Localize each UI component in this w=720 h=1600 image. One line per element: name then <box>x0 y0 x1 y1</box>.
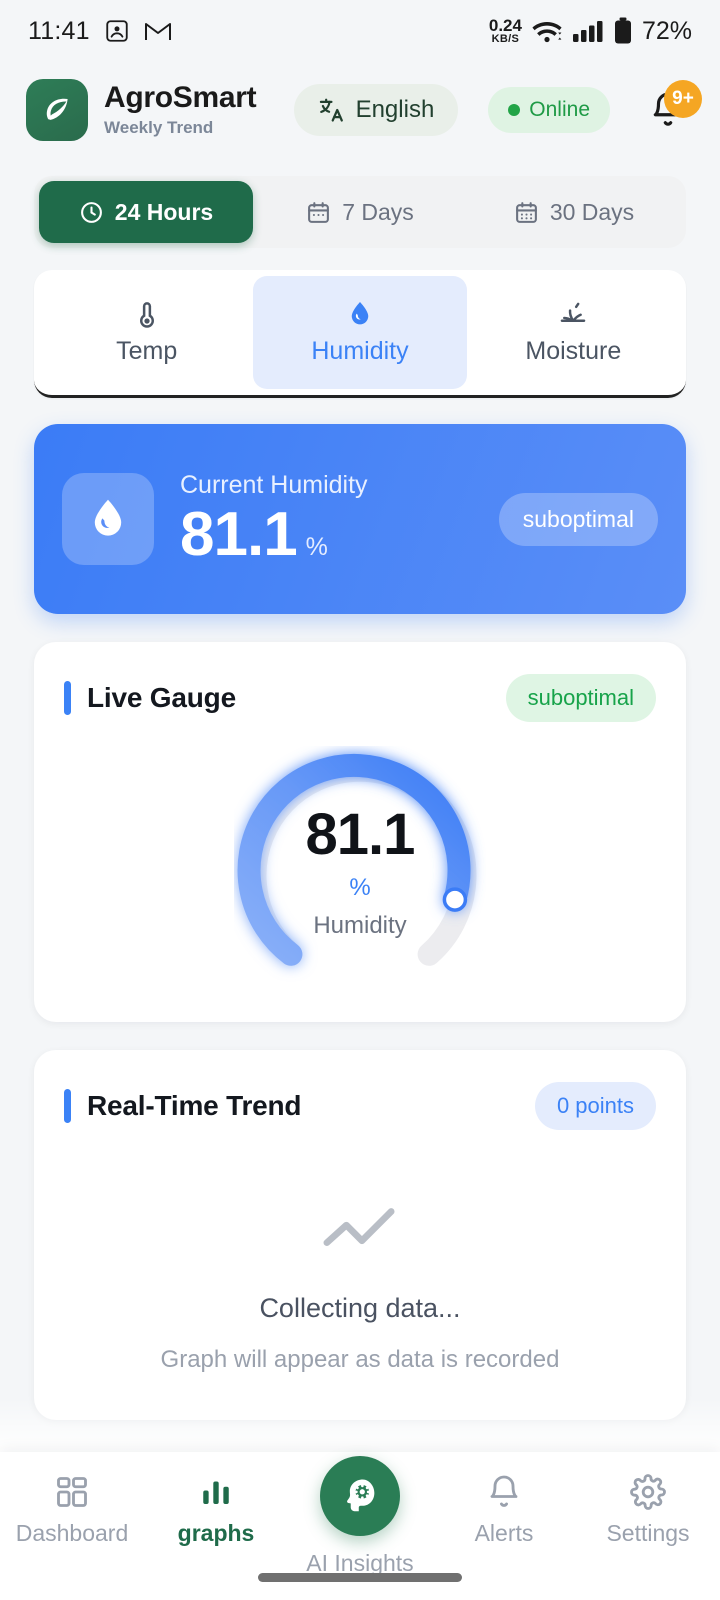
hero-unit: % <box>305 532 328 561</box>
trend-header: Real-Time Trend 0 points <box>34 1050 686 1130</box>
bottom-navigation: Dashboard graphs <box>0 1452 720 1600</box>
network-speed-unit: KB/S <box>491 33 520 45</box>
tab-label: Moisture <box>525 337 622 365</box>
nav-item-alerts[interactable]: Alerts <box>432 1474 576 1547</box>
nav-label: AI Insights <box>306 1550 414 1576</box>
water-drop-icon <box>345 299 375 329</box>
clock-icon <box>79 200 104 225</box>
hero-text-block: Current Humidity 81.1 % <box>180 471 368 567</box>
hero-label: Current Humidity <box>180 470 368 499</box>
network-speed-value: 0.24 <box>488 16 522 35</box>
thermometer-icon <box>132 299 162 329</box>
nav-label: Dashboard <box>15 1520 129 1546</box>
contacts-photo-icon <box>104 18 130 44</box>
gauge-readout: 81.1 % Humidity <box>234 746 486 998</box>
live-gauge-title: Live Gauge <box>87 682 236 713</box>
tab-humidity[interactable]: Humidity <box>253 276 467 389</box>
nav-item-ai-insights[interactable]: AI Insights <box>288 1456 432 1577</box>
bell-icon <box>486 1474 522 1510</box>
trend-empty-state: Collecting data... Graph will appear as … <box>34 1130 686 1420</box>
real-time-trend-card: Real-Time Trend 0 points Collecting data… <box>34 1050 686 1420</box>
hero-value-row: 81.1 % <box>180 502 368 567</box>
nav-label: Settings <box>606 1520 690 1546</box>
battery-percent: 72% <box>641 16 692 45</box>
online-dot-icon <box>508 104 521 116</box>
status-bar-left: 11:41 <box>28 17 172 46</box>
status-time: 11:41 <box>28 16 90 45</box>
current-reading-card: Current Humidity 81.1 % suboptimal <box>34 424 686 614</box>
cellular-signal-icon <box>572 18 604 44</box>
range-tab-label: 7 Days <box>342 198 414 225</box>
nav-label: Alerts <box>474 1520 534 1546</box>
ai-head-gear-icon <box>339 1475 381 1517</box>
app-header: AgroSmart Weekly Trend English Online <box>0 62 720 158</box>
notifications-button[interactable]: 9+ <box>642 80 702 136</box>
status-bar: 11:41 0.24 KB/S <box>0 0 720 62</box>
tab-label: Humidity <box>311 337 409 365</box>
gauge-container: 81.1 % Humidity <box>34 722 686 1022</box>
translate-icon <box>318 96 346 124</box>
hero-icon-tile <box>62 473 154 565</box>
trend-points-badge: 0 points <box>534 1082 656 1130</box>
hero-value: 81.1 <box>180 499 298 569</box>
live-gauge-card: Live Gauge suboptimal <box>34 642 686 1022</box>
leaf-icon <box>40 93 74 127</box>
water-drop-icon <box>84 495 132 543</box>
status-bar-right: 0.24 KB/S <box>489 17 692 46</box>
sprout-icon <box>557 299 589 329</box>
accent-bar-icon <box>64 1089 71 1123</box>
trend-line-icon <box>321 1201 399 1261</box>
nav-label: graphs <box>177 1520 255 1546</box>
range-tab-30-days[interactable]: 30 Days <box>467 181 681 243</box>
humidity-gauge: 81.1 % Humidity <box>234 746 486 998</box>
calendar-icon <box>514 200 539 225</box>
gauge-svg <box>237 753 477 966</box>
time-range-tabs: 24 Hours 7 Days 30 Days <box>34 176 686 248</box>
accent-bar-icon <box>64 681 71 715</box>
notification-badge: 9+ <box>664 80 702 118</box>
nav-item-dashboard[interactable]: Dashboard <box>0 1474 144 1547</box>
gauge-value: 81.1 <box>305 802 416 867</box>
trend-empty-subtitle: Graph will appear as data is recorded <box>160 1345 560 1373</box>
bar-chart-icon <box>198 1474 234 1510</box>
language-selector[interactable]: English <box>293 84 459 136</box>
gauge-metric-label: Humidity <box>313 912 407 939</box>
gmail-icon <box>144 19 172 43</box>
app-title: AgroSmart <box>104 81 257 115</box>
app-subtitle: Weekly Trend <box>104 117 214 137</box>
hero-status-badge: suboptimal <box>498 492 658 546</box>
gauge-knob-icon <box>442 887 468 912</box>
tab-moisture[interactable]: Moisture <box>467 276 680 389</box>
gauge-status-badge: suboptimal <box>505 674 656 722</box>
nav-item-graphs[interactable]: graphs <box>144 1474 288 1547</box>
range-tab-7-days[interactable]: 7 Days <box>253 181 467 243</box>
dashboard-grid-icon <box>54 1474 90 1510</box>
wifi-icon <box>531 18 563 44</box>
range-tab-24-hours[interactable]: 24 Hours <box>39 181 253 243</box>
range-tab-label: 30 Days <box>549 198 635 225</box>
metric-tabs: Temp Humidity Moisture <box>34 270 686 398</box>
brand-block: AgroSmart Weekly Trend <box>104 81 257 138</box>
trend-empty-title: Collecting data... <box>259 1292 461 1323</box>
tab-label: Temp <box>116 337 178 365</box>
connection-status-badge: Online <box>488 87 610 133</box>
app-logo <box>26 79 88 141</box>
live-gauge-header: Live Gauge suboptimal <box>34 642 686 722</box>
range-tab-label: 24 Hours <box>114 198 214 225</box>
trend-title: Real-Time Trend <box>87 1090 302 1121</box>
network-speed: 0.24 KB/S <box>489 17 522 45</box>
gauge-progress <box>237 753 471 966</box>
language-label: English <box>355 96 435 123</box>
ai-insights-fab[interactable] <box>320 1456 400 1536</box>
gear-icon <box>630 1474 666 1510</box>
calendar-icon <box>306 200 331 225</box>
connection-status-label: Online <box>529 98 590 121</box>
battery-icon <box>613 17 633 45</box>
home-indicator <box>258 1573 462 1582</box>
gauge-unit: % <box>349 874 371 901</box>
tab-temp[interactable]: Temp <box>40 276 253 389</box>
nav-item-settings[interactable]: Settings <box>576 1474 720 1547</box>
